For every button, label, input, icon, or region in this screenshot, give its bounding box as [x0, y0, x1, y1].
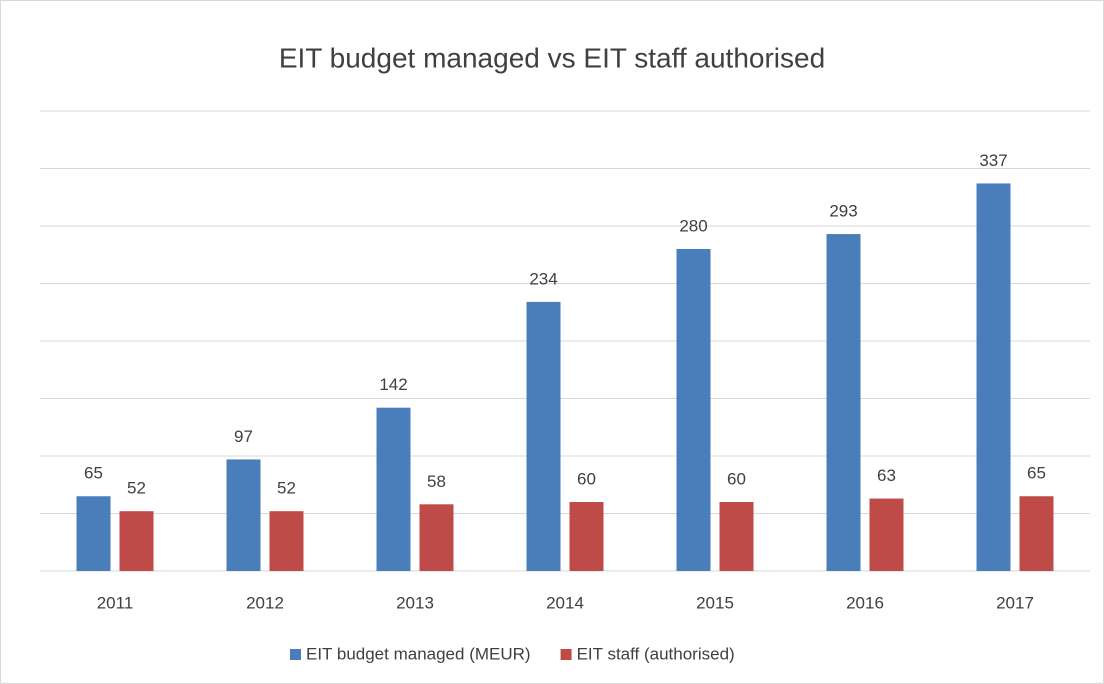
data-label: 60	[727, 469, 746, 488]
x-tick-label: 2014	[546, 593, 584, 612]
data-label: 234	[529, 269, 557, 288]
data-label: 337	[979, 151, 1007, 170]
x-tick-label: 2016	[846, 593, 884, 612]
data-label: 97	[234, 427, 253, 446]
bar	[569, 502, 604, 571]
bar	[119, 511, 154, 571]
bar	[976, 183, 1011, 571]
x-tick-label: 2012	[246, 593, 284, 612]
data-label: 65	[1027, 464, 1046, 483]
bar	[269, 511, 304, 571]
bar	[826, 234, 861, 572]
bar	[526, 301, 561, 571]
data-label: 60	[577, 469, 596, 488]
data-label: 58	[427, 472, 446, 491]
bar	[869, 498, 904, 571]
x-tick-label: 2013	[396, 593, 434, 612]
legend-swatch	[560, 649, 572, 660]
x-tick-label: 2011	[97, 593, 134, 612]
data-label: 63	[877, 466, 896, 485]
data-label: 293	[829, 202, 857, 221]
bar	[676, 249, 711, 571]
data-label: 52	[277, 479, 296, 498]
data-label: 280	[679, 216, 707, 235]
data-label: 52	[127, 479, 146, 498]
data-label: 65	[84, 464, 103, 483]
bar	[76, 496, 111, 571]
bar	[719, 502, 754, 571]
bar	[376, 407, 411, 571]
legend-label: EIT staff (authorised)	[577, 644, 735, 663]
legend-swatch	[290, 649, 301, 660]
data-label: 142	[379, 375, 407, 394]
x-tick-label: 2015	[696, 593, 734, 612]
x-tick-label: 2017	[996, 593, 1034, 612]
bar	[419, 504, 454, 571]
legend-label: EIT budget managed (MEUR)	[306, 644, 531, 663]
bar	[226, 459, 261, 571]
chart-title: EIT budget managed vs EIT staff authoris…	[279, 42, 825, 73]
bar	[1019, 496, 1054, 571]
